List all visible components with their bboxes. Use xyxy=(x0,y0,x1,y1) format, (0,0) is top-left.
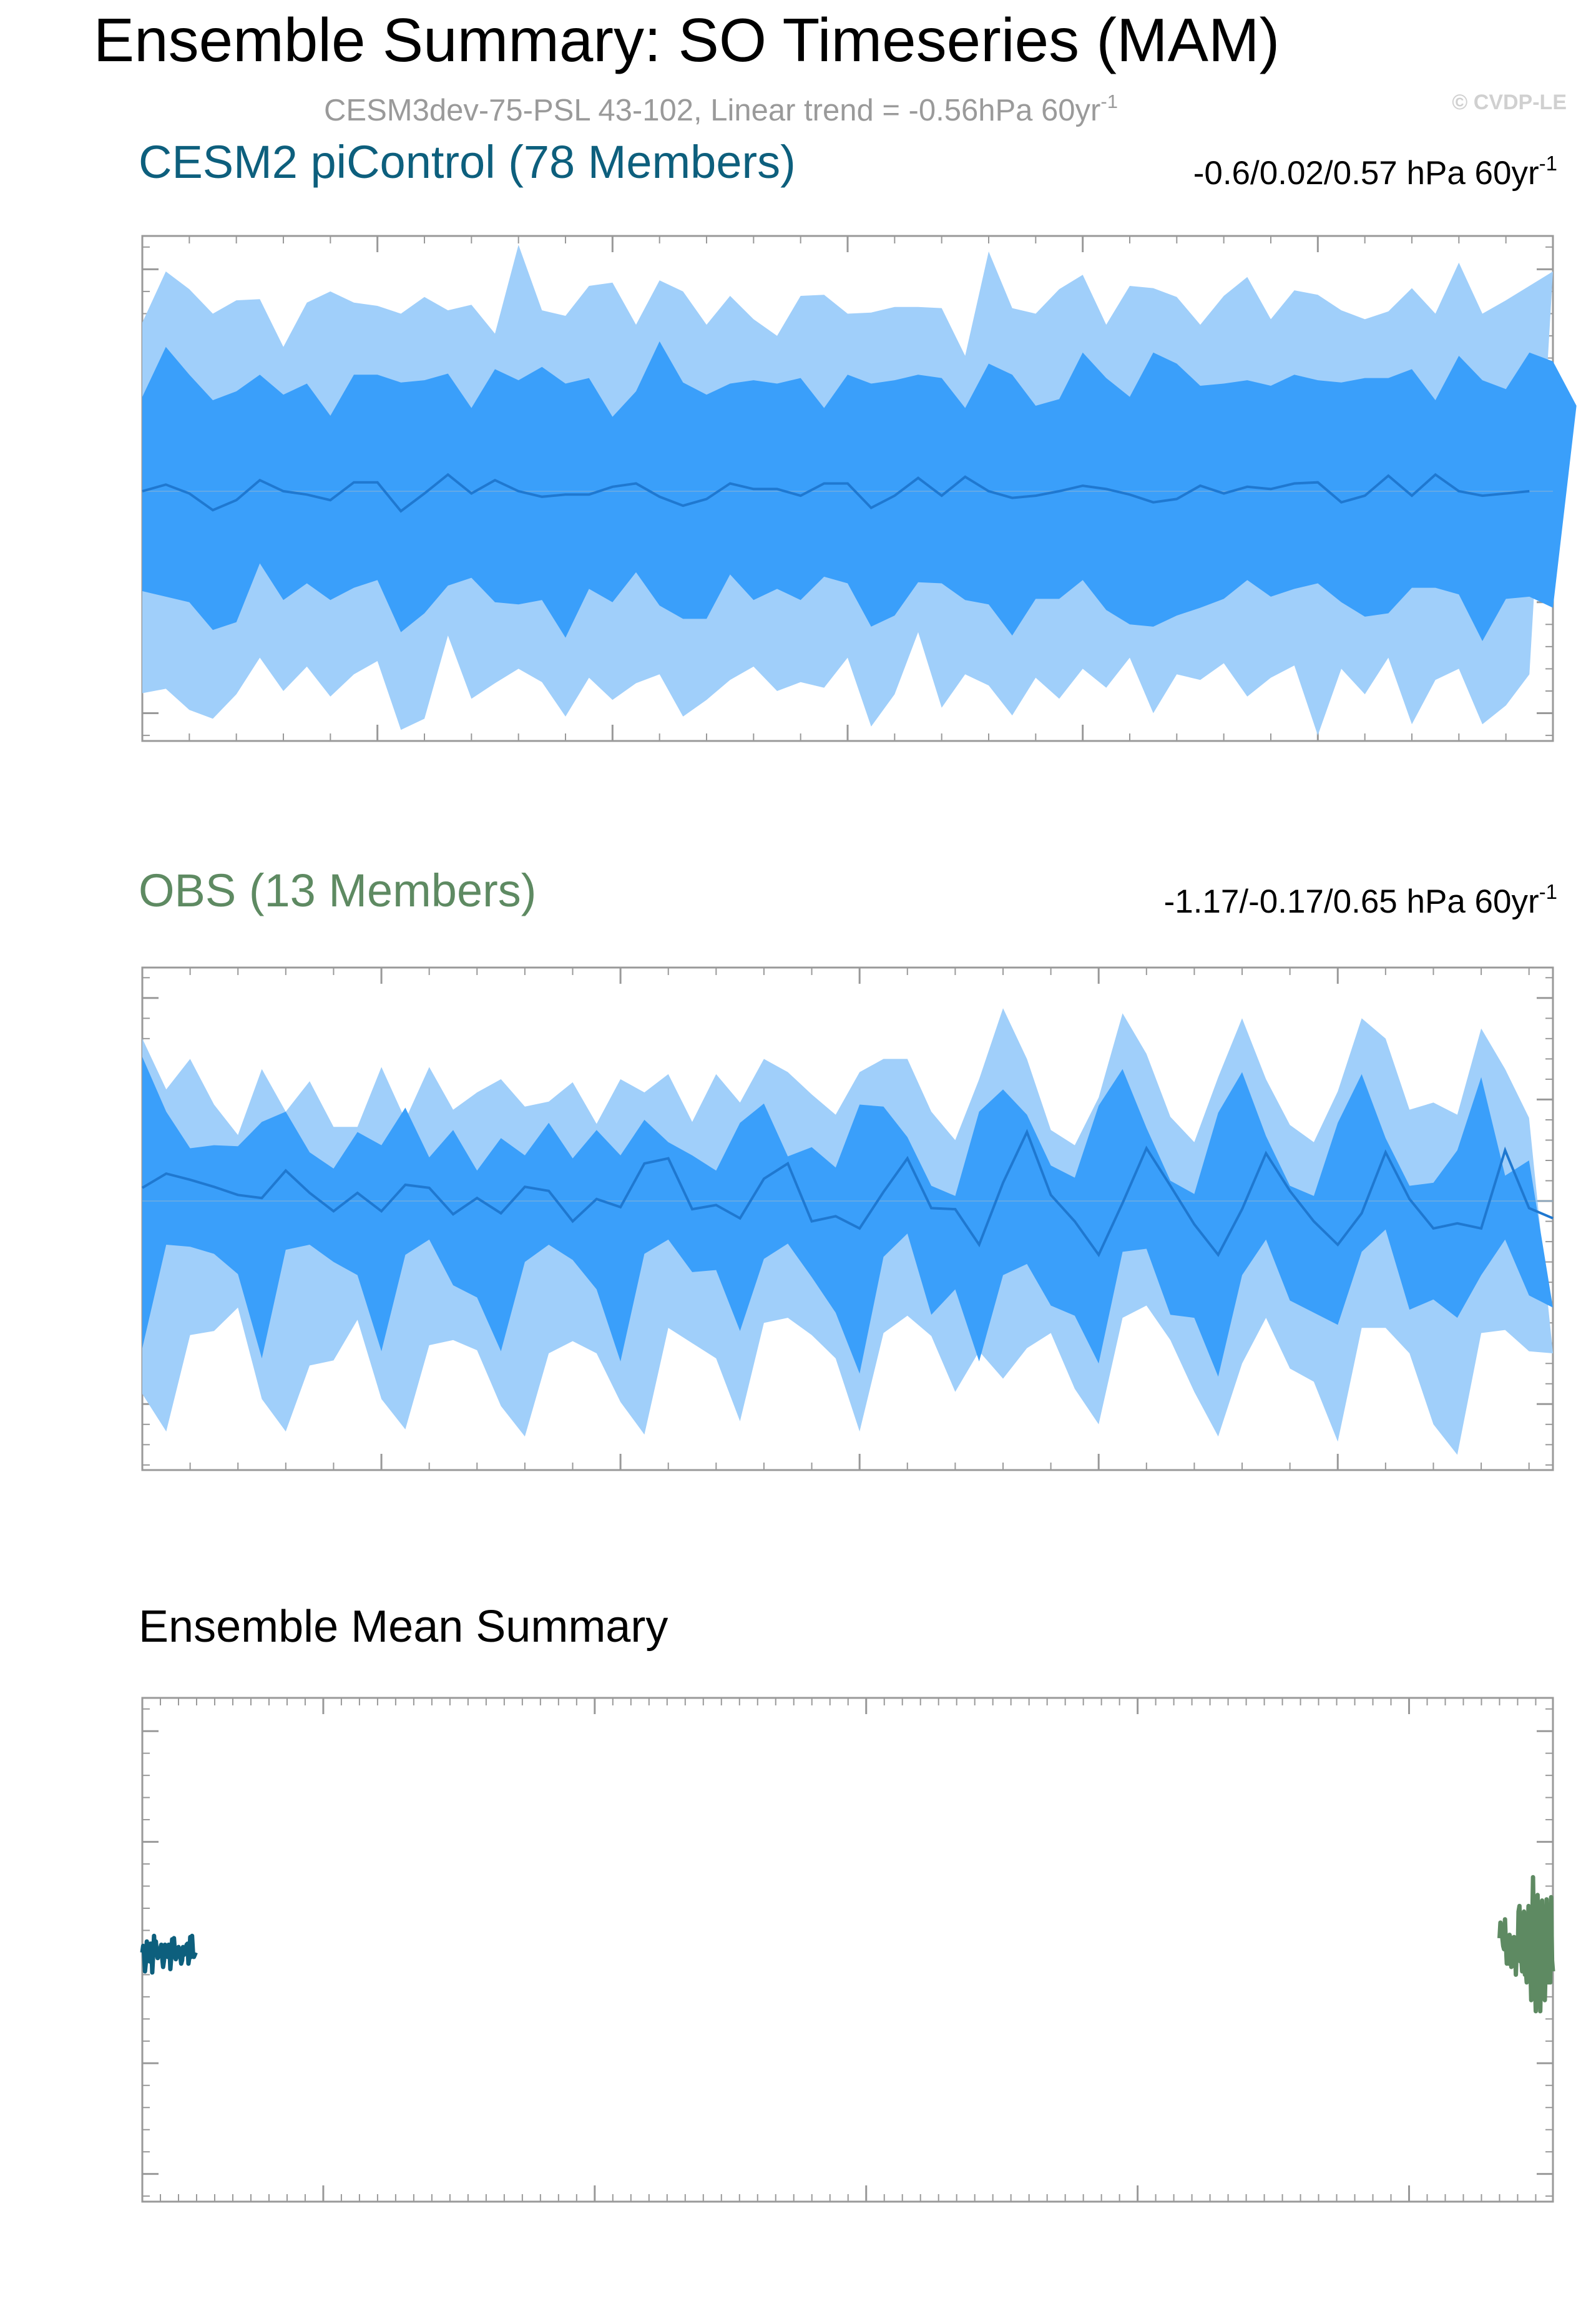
panel-cesm2: CESM2 piControl (78 Members) -0.6/0.02/0… xyxy=(139,136,1577,742)
band-inner-obs xyxy=(142,1057,1553,1377)
trend-main-obs: -1.17/-0.17/0.65 hPa 60yr xyxy=(1164,883,1539,920)
mean-line-cesm2-picontrol xyxy=(142,473,1530,513)
ensemble-mean-line-obs xyxy=(1497,1875,1555,2014)
trend-label-cesm2: -0.6/0.02/0.57 hPa 60yr-1 xyxy=(1193,152,1557,192)
figure-title: Ensemble Summary: SO Timeseries (MAM) xyxy=(94,6,1280,74)
trend-sup-cesm2: -1 xyxy=(1539,152,1557,175)
trend-main-cesm2: -0.6/0.02/0.57 hPa 60yr xyxy=(1193,155,1539,192)
subtitle-main: CESM3dev-75-PSL 43-102, Linear trend = -… xyxy=(324,94,1100,127)
panel-obs: OBS (13 Members) -1.17/-0.17/0.65 hPa 60… xyxy=(139,865,1557,1471)
panel-title-obs: OBS (13 Members) xyxy=(139,865,536,916)
panel-title-cesm2: CESM2 piControl (78 Members) xyxy=(139,136,796,188)
subtitle-sup: -1 xyxy=(1100,91,1118,112)
ensemble-mean-line-cesm2 xyxy=(140,1933,198,1975)
panel-title-ensemble-mean: Ensemble Mean Summary xyxy=(139,1602,668,1652)
figure-subtitle: CESM3dev-75-PSL 43-102, Linear trend = -… xyxy=(324,91,1118,127)
panel-ensemble-mean: Ensemble Mean Summary xyxy=(139,1602,1555,2203)
trend-label-obs: -1.17/-0.17/0.65 hPa 60yr-1 xyxy=(1164,880,1557,920)
watermark: © CVDP-LE xyxy=(1452,91,1567,114)
plot-frame-ensemble-mean-summary xyxy=(141,1697,1554,2203)
trend-sup-obs: -1 xyxy=(1539,880,1557,903)
mean-line-obs xyxy=(141,1129,1554,1258)
